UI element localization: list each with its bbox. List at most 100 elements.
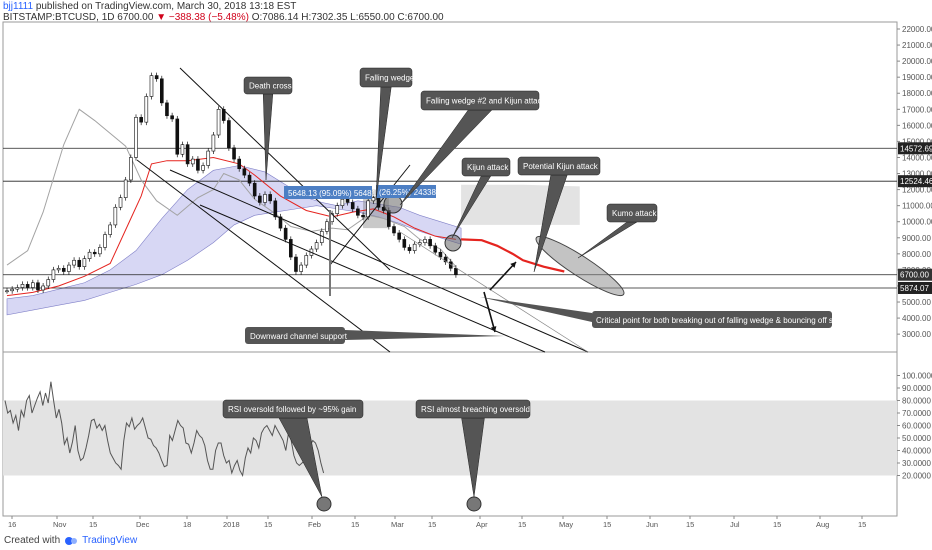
candle bbox=[82, 258, 87, 267]
candle bbox=[46, 279, 51, 287]
trendline-upper bbox=[179, 67, 391, 271]
candle bbox=[428, 239, 432, 247]
price-tick-label: 11000.00 bbox=[902, 202, 932, 211]
kumo-attack-label-box bbox=[606, 203, 658, 223]
rsi-oversold-circle-2 bbox=[466, 496, 482, 512]
candle bbox=[25, 284, 30, 288]
candle bbox=[454, 267, 458, 276]
arrow-up-head bbox=[510, 262, 516, 268]
candle bbox=[288, 239, 293, 258]
candle bbox=[392, 226, 396, 234]
price-tick-label: 12000.00 bbox=[902, 186, 932, 195]
header-line-1: bjj1111 published on TradingView.com, Ma… bbox=[3, 1, 296, 12]
tradingview-brand[interactable]: TradingView bbox=[82, 535, 138, 546]
rsi-tick-label: 90.0000 bbox=[902, 384, 931, 393]
created-with-label: Created with bbox=[4, 535, 61, 546]
price-tick-label: 19000.00 bbox=[902, 73, 932, 82]
trendline-lower bbox=[199, 204, 546, 353]
candle bbox=[325, 221, 329, 232]
candle bbox=[345, 198, 350, 203]
candle bbox=[438, 251, 443, 258]
candle bbox=[10, 288, 14, 292]
author-link[interactable]: bjj1111 bbox=[3, 1, 34, 12]
candle bbox=[129, 157, 133, 181]
candle bbox=[118, 197, 123, 208]
time-tick-label: 15 bbox=[428, 520, 436, 529]
measure-label-1: 5648.13 (95.09%) 564813 bbox=[288, 189, 381, 198]
candle bbox=[263, 194, 267, 203]
arrow-up bbox=[489, 261, 517, 291]
price-tick-label: 9000.00 bbox=[902, 234, 931, 243]
price-tick-label: 21000.00 bbox=[902, 41, 932, 50]
candle bbox=[113, 206, 118, 226]
rsi-oversold-circle-1 bbox=[316, 496, 332, 512]
tradingview-logo-icon bbox=[65, 536, 78, 545]
candle bbox=[335, 205, 340, 214]
candle bbox=[103, 234, 107, 248]
time-tick-label: 15 bbox=[686, 520, 694, 529]
kumo-ellipse bbox=[535, 235, 625, 297]
last-price: 6700.00 bbox=[117, 12, 154, 23]
published-text: published on TradingView.com, March 30, … bbox=[35, 1, 297, 12]
time-tick-label: 16 bbox=[8, 520, 16, 529]
ohlc-values: O:7086.14 H:7302.35 L:6550.00 C:6700.00 bbox=[251, 12, 444, 23]
falling-wedge-2-label-box bbox=[420, 90, 540, 111]
channel-support-label: Downward channel support bbox=[250, 332, 348, 341]
time-tick-label: 15 bbox=[518, 520, 526, 529]
rsi-near-oversold-label: RSI almost breaching oversold bbox=[421, 405, 530, 414]
falling-wedge-label: Falling wedge bbox=[365, 74, 415, 83]
price-level-tag bbox=[898, 142, 932, 155]
price-tick-label: 16000.00 bbox=[902, 121, 932, 130]
candle bbox=[77, 259, 82, 267]
candle bbox=[108, 224, 112, 235]
down-arrow-icon: ▼ bbox=[156, 12, 167, 23]
candle bbox=[356, 208, 360, 216]
measure-label-1-box bbox=[284, 186, 372, 199]
time-tick-label: 15 bbox=[264, 520, 272, 529]
candle bbox=[30, 282, 35, 288]
falling-wedge-2-label: Falling wedge #2 and Kijun attack bbox=[426, 97, 547, 106]
candle bbox=[190, 158, 195, 165]
candle bbox=[98, 247, 102, 255]
channel-label-pointer bbox=[345, 330, 505, 340]
candle bbox=[350, 202, 355, 210]
candle bbox=[232, 147, 236, 160]
critical-label-box bbox=[592, 311, 832, 328]
candle bbox=[185, 144, 190, 165]
candle bbox=[273, 200, 278, 218]
candle bbox=[170, 115, 174, 120]
candle bbox=[15, 287, 20, 290]
candle bbox=[180, 144, 185, 155]
candle bbox=[433, 245, 438, 253]
candle bbox=[294, 256, 298, 272]
candle bbox=[423, 239, 427, 243]
time-tick-label: 15 bbox=[89, 520, 97, 529]
time-tick-label: 15 bbox=[858, 520, 866, 529]
projected-kijun-line bbox=[461, 238, 565, 273]
death-cross-label-box bbox=[243, 76, 293, 95]
price-tick-label: 5000.00 bbox=[902, 298, 931, 307]
time-tick-label: Aug bbox=[816, 520, 829, 529]
candle bbox=[227, 120, 231, 149]
candle bbox=[123, 179, 128, 198]
price-level-tag bbox=[898, 175, 932, 188]
time-tick-label: 15 bbox=[351, 520, 359, 529]
critical-point-label: Critical point for both breaking out of … bbox=[596, 316, 856, 325]
rsi-tick-label: 70.0000 bbox=[902, 409, 931, 418]
candle bbox=[20, 284, 25, 288]
price-tick-label: 22000.00 bbox=[902, 25, 932, 34]
death-cross-label: Death cross bbox=[249, 82, 292, 91]
price-tick-label: 3000.00 bbox=[902, 330, 931, 339]
price-pane-frame bbox=[2, 21, 898, 353]
price-tick-label: 17000.00 bbox=[902, 105, 932, 114]
time-tick-label: Dec bbox=[136, 520, 150, 529]
candle bbox=[41, 285, 45, 291]
time-tick-label: May bbox=[559, 520, 573, 529]
potential-kijun-label: Potential Kijun attack bbox=[523, 162, 599, 171]
candle bbox=[361, 214, 365, 218]
price-level-tag bbox=[898, 281, 932, 294]
candle bbox=[299, 264, 303, 272]
wedge-rise-line bbox=[329, 164, 411, 266]
candle bbox=[211, 134, 216, 152]
